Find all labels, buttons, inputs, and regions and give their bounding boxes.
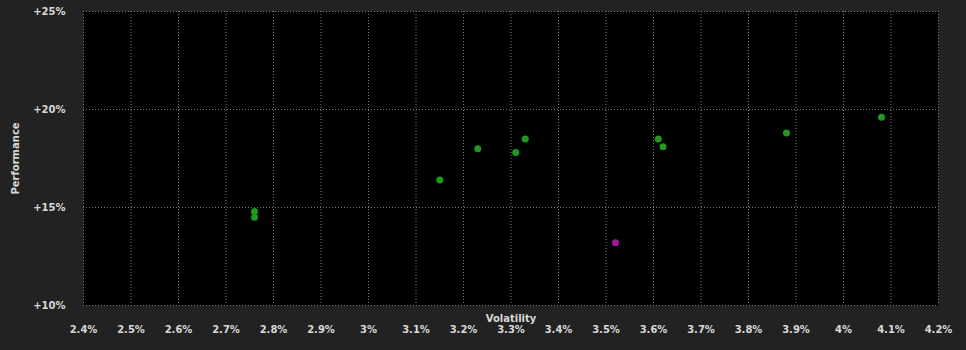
svg-text:3%: 3% xyxy=(360,324,377,335)
svg-text:3.3%: 3.3% xyxy=(497,324,525,335)
svg-text:4.1%: 4.1% xyxy=(877,324,905,335)
svg-text:+15%: +15% xyxy=(33,202,65,213)
svg-text:+10%: +10% xyxy=(33,300,65,311)
svg-text:+25%: +25% xyxy=(33,6,65,17)
svg-text:Volatility: Volatility xyxy=(486,313,537,324)
svg-text:3.2%: 3.2% xyxy=(450,324,478,335)
svg-text:3.6%: 3.6% xyxy=(640,324,668,335)
svg-text:Performance: Performance xyxy=(10,122,21,194)
svg-text:2.8%: 2.8% xyxy=(260,324,288,335)
svg-text:4.2%: 4.2% xyxy=(925,324,953,335)
svg-text:2.5%: 2.5% xyxy=(117,324,145,335)
svg-text:3.8%: 3.8% xyxy=(735,324,763,335)
svg-text:3.1%: 3.1% xyxy=(402,324,430,335)
svg-text:2.7%: 2.7% xyxy=(212,324,240,335)
svg-text:3.7%: 3.7% xyxy=(687,324,715,335)
svg-text:2.6%: 2.6% xyxy=(165,324,193,335)
svg-text:4%: 4% xyxy=(835,324,852,335)
svg-text:3.4%: 3.4% xyxy=(545,324,573,335)
svg-text:2.4%: 2.4% xyxy=(70,324,98,335)
svg-text:3.9%: 3.9% xyxy=(782,324,810,335)
svg-text:2.9%: 2.9% xyxy=(307,324,335,335)
svg-text:+20%: +20% xyxy=(33,104,65,115)
svg-text:3.5%: 3.5% xyxy=(592,324,620,335)
